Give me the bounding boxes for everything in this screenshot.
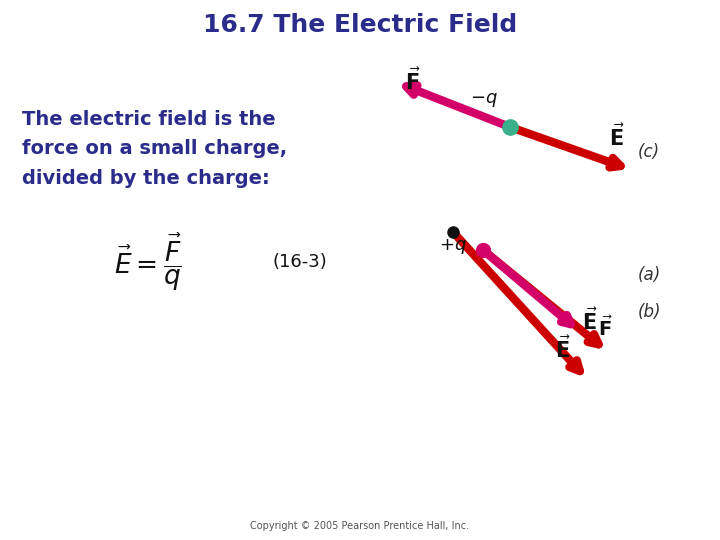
Text: (16-3): (16-3) [273,253,328,271]
Text: $\vec{\mathbf{F}}$: $\vec{\mathbf{F}}$ [405,67,421,94]
Text: $\vec{\mathbf{F}}$: $\vec{\mathbf{F}}$ [598,316,613,340]
FancyArrowPatch shape [485,252,598,345]
FancyArrowPatch shape [406,85,508,126]
Text: $\vec{\mathbf{E}}$: $\vec{\mathbf{E}}$ [555,335,571,362]
Text: $+ q$: $+ q$ [439,237,467,255]
Text: $\vec{\mathbf{E}}$: $\vec{\mathbf{E}}$ [609,123,625,150]
Text: $\vec{E} = \dfrac{\vec{F}}{q}$: $\vec{E} = \dfrac{\vec{F}}{q}$ [114,231,182,293]
FancyArrowPatch shape [485,252,571,324]
Text: $\vec{\mathbf{E}}$: $\vec{\mathbf{E}}$ [582,307,598,334]
FancyArrowPatch shape [455,234,580,371]
Text: (c): (c) [638,143,660,161]
Text: Copyright © 2005 Pearson Prentice Hall, Inc.: Copyright © 2005 Pearson Prentice Hall, … [251,521,469,531]
Text: The electric field is the
force on a small charge,
divided by the charge:: The electric field is the force on a sma… [22,110,287,188]
Text: (a): (a) [638,266,661,284]
Text: $- q$: $- q$ [470,91,498,109]
Text: 16.7 The Electric Field: 16.7 The Electric Field [203,13,517,37]
FancyArrowPatch shape [513,128,621,167]
Text: (b): (b) [638,303,662,321]
